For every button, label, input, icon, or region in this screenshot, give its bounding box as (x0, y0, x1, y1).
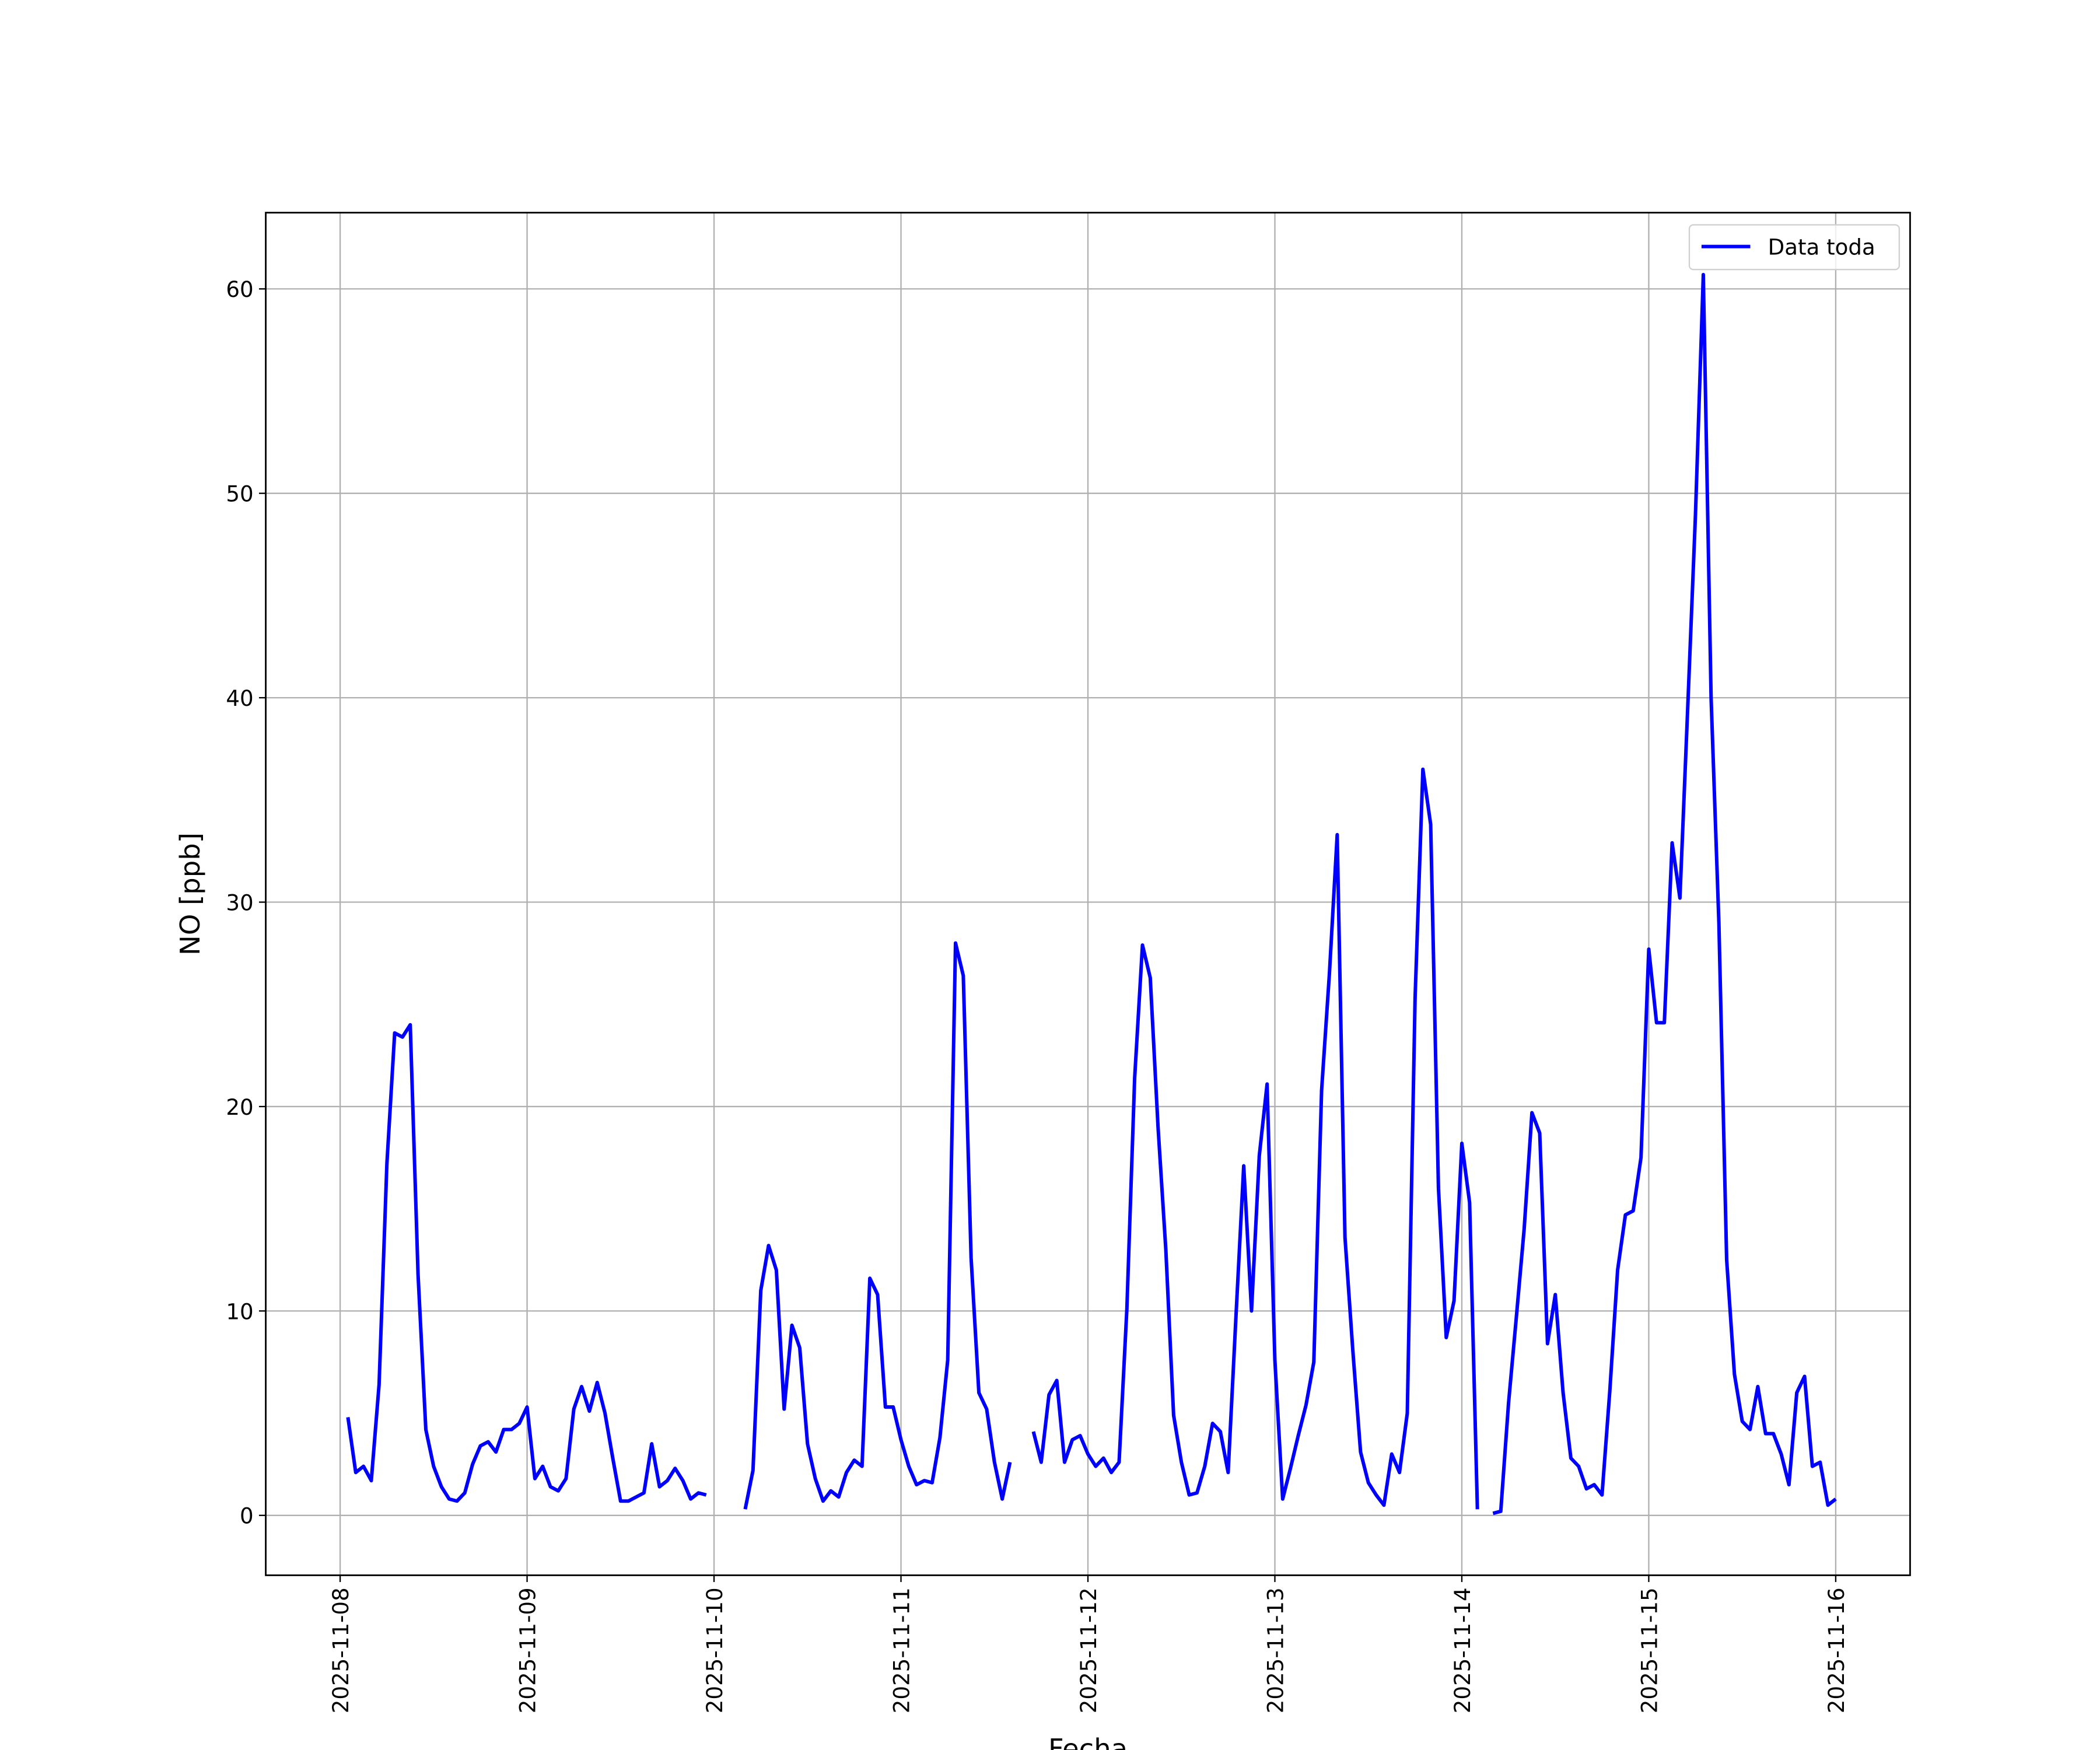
data-line (346, 272, 1837, 1516)
y-tick-label: 40 (226, 686, 253, 711)
ticks: 0 10 20 30 40 50 60 2025-11-08 2025-11-09 2025-11… (226, 277, 1849, 1713)
y-tick-label: 50 (226, 482, 253, 507)
legend-box (1688, 224, 1901, 271)
x-tick-label: 2025-11-13 (1263, 1587, 1288, 1713)
x-tick-label: 2025-11-12 (1076, 1587, 1101, 1713)
legend-label: Data toda (1768, 235, 1875, 260)
plot-area (346, 272, 1837, 1516)
grid (265, 212, 1910, 1576)
x-axis-label: Fecha (1048, 1733, 1128, 1750)
x-tick-label: 2025-11-09 (516, 1587, 541, 1713)
y-tick-label: 30 (226, 890, 253, 915)
x-tick-label: 2025-11-16 (1824, 1587, 1849, 1713)
x-tick-label: 2025-11-15 (1637, 1587, 1662, 1713)
y-tick-label: 20 (226, 1095, 253, 1120)
y-axis-label: NO [ppb] (174, 832, 206, 956)
y-tick-label: 0 (240, 1504, 254, 1529)
x-tick-label: 2025-11-08 (328, 1587, 354, 1713)
x-tick-label: 2025-11-11 (889, 1587, 914, 1713)
x-tick-label: 2025-11-14 (1450, 1587, 1475, 1713)
legend: Data toda (1688, 224, 1901, 271)
y-tick-label: 10 (226, 1299, 253, 1324)
x-tick-label: 2025-11-10 (702, 1587, 727, 1713)
y-tick-label: 60 (226, 277, 253, 302)
